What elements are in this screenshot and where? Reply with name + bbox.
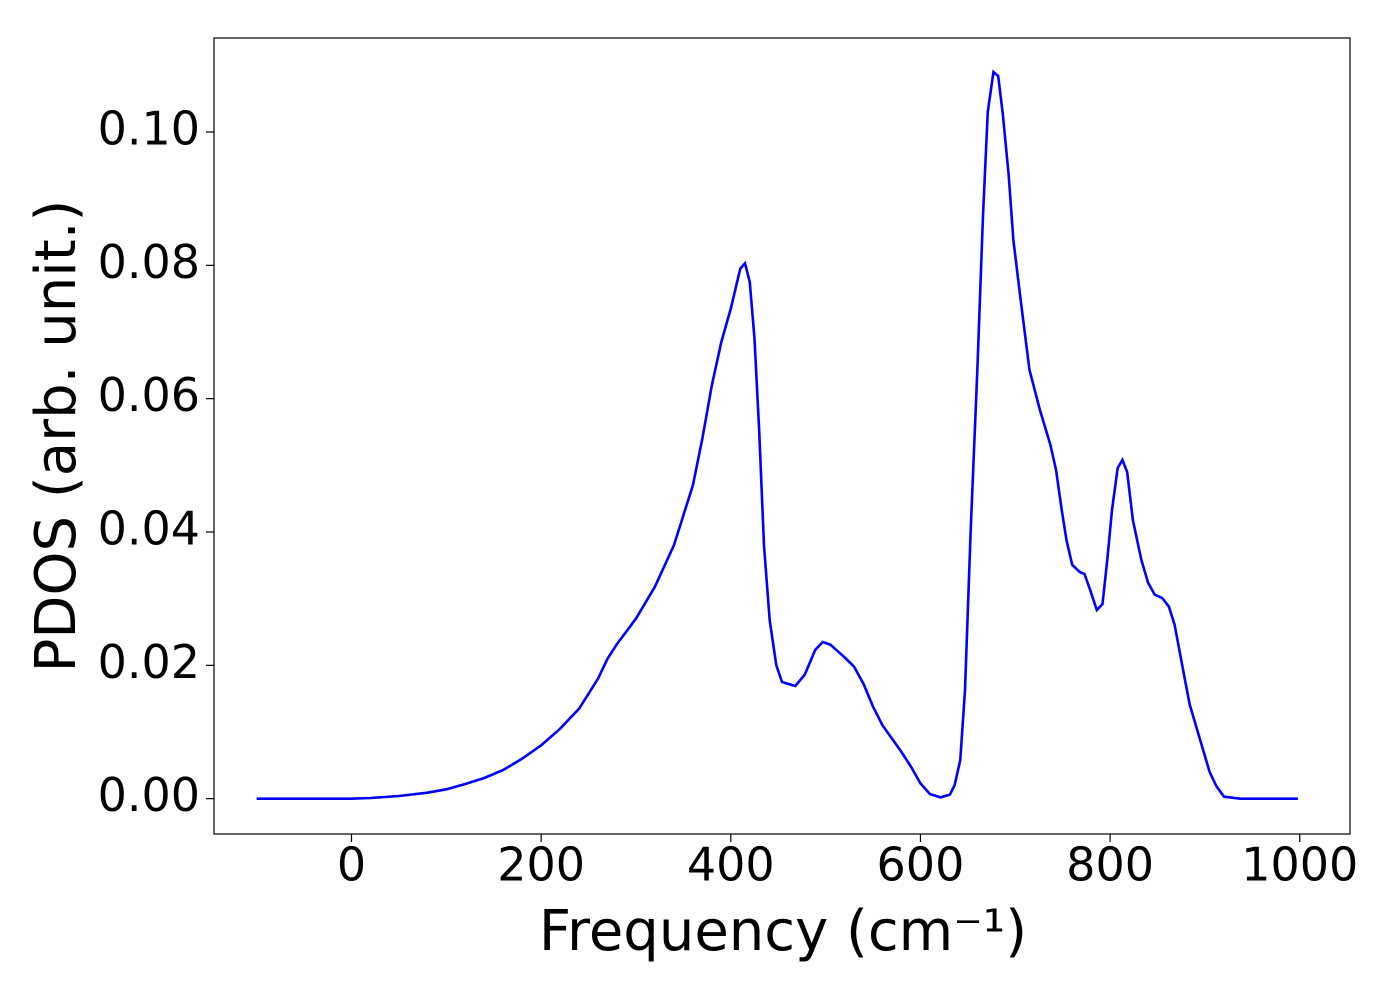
x-tick-label: 1000	[1241, 838, 1358, 892]
x-tick-label: 800	[1066, 838, 1154, 892]
plot-frame	[213, 37, 1351, 835]
y-tick-label: 0.02	[98, 635, 200, 689]
y-tick-label: 0.04	[98, 502, 200, 556]
x-tick-label: 200	[497, 838, 585, 892]
y-tick-label: 0.10	[98, 102, 200, 156]
y-axis-label: PDOS (arb. unit.)	[24, 200, 89, 673]
data-line	[256, 69, 1298, 800]
x-tick-label: 0	[337, 838, 366, 892]
y-tick-label: 0.00	[98, 768, 200, 822]
x-tick-label: 400	[687, 838, 775, 892]
x-tick-label: 600	[877, 838, 965, 892]
y-tick-label: 0.06	[98, 368, 200, 422]
y-tick-label: 0.08	[98, 235, 200, 289]
x-axis-label: Frequency (cm⁻¹)	[539, 899, 1027, 964]
